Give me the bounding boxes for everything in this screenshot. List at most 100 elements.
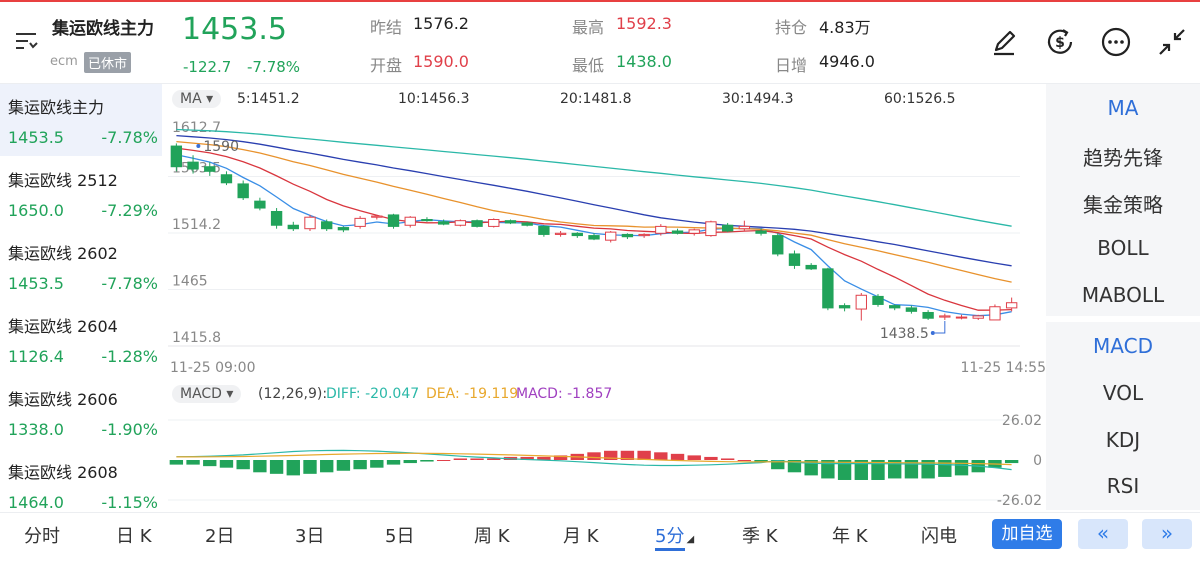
tab-monthly-k[interactable]: 月 K <box>563 526 599 547</box>
contract-price: 1453.5 <box>8 274 64 293</box>
ma-selector-button[interactable]: MA ▾ <box>172 90 222 108</box>
currency-icon[interactable]: $ <box>1044 26 1076 58</box>
candle <box>922 310 934 320</box>
macd-bar <box>888 460 902 479</box>
macd-bar <box>320 460 334 473</box>
main-indicator-panel <box>1046 84 1200 316</box>
price-tick-label: 1612.7 <box>172 120 221 136</box>
next-contract-button[interactable]: » <box>1142 519 1192 549</box>
indicator-maboll[interactable]: MABOLL <box>1081 283 1165 307</box>
low-marker-dot <box>930 330 935 335</box>
indicator-jijin-strategy[interactable]: 集金策略 <box>1083 193 1163 217</box>
header-divider <box>0 83 1200 84</box>
candle-body <box>671 230 684 234</box>
indicator-kdj[interactable]: KDJ <box>1105 428 1141 452</box>
end-time-label: 11-25 14:55 <box>961 360 1046 374</box>
status-badge: 已休市 <box>84 52 132 73</box>
candle-body <box>772 235 784 255</box>
tab-weekly-k[interactable]: 周 K <box>474 526 510 547</box>
price-tick-label: 1465 <box>172 274 208 290</box>
indicator-macd[interactable]: MACD <box>1093 334 1153 358</box>
tab-5min[interactable]: 5分 ◢ <box>655 526 695 547</box>
contract-name: 集运欧线 2606 <box>8 390 118 409</box>
candle <box>772 233 784 257</box>
contract-item-main[interactable]: 集运欧线主力 1453.5 -7.78% <box>0 84 162 156</box>
tab-timeshare[interactable]: 分时 <box>24 526 60 547</box>
contract-item-2608[interactable]: 集运欧线 2608 1464.0 -1.15% <box>0 449 162 521</box>
candle-body <box>588 235 600 240</box>
candle <box>521 221 533 227</box>
add-watchlist-button[interactable]: 加自选 <box>992 519 1062 549</box>
indicator-trend-pioneer[interactable]: 趋势先锋 <box>1083 146 1163 170</box>
collapse-icon[interactable] <box>1156 26 1188 58</box>
candle <box>955 314 968 320</box>
candle <box>972 314 984 320</box>
high-marker-dot <box>196 144 201 149</box>
contract-price: 1650.0 <box>8 201 64 220</box>
ma20-legend: 20:1481.8 <box>560 91 632 107</box>
candle <box>905 305 918 314</box>
more-icon[interactable] <box>1100 26 1132 58</box>
macd-axis-zero-label: 0 <box>1033 453 1042 469</box>
candle-body <box>554 232 567 235</box>
ma10-line <box>176 147 1012 311</box>
candle <box>805 263 817 271</box>
candle <box>872 294 884 307</box>
candlestick-chart[interactable]: 1612.71563.51514.214651415.815901438.511… <box>168 112 1046 374</box>
candle-body <box>220 174 233 184</box>
contract-percent: -1.28% <box>101 347 158 366</box>
macd-bar <box>520 456 534 460</box>
menu-sort-icon[interactable] <box>14 30 40 52</box>
candle-body <box>187 161 199 170</box>
contract-percent: -7.78% <box>101 274 158 293</box>
macd-selector-button[interactable]: MACD ▾ <box>172 385 242 403</box>
macd-bar <box>453 458 468 460</box>
pen-icon[interactable] <box>988 26 1020 58</box>
tab-quarterly-k[interactable]: 季 K <box>742 526 778 547</box>
candle <box>939 313 951 320</box>
quote-label-open-interest: 持仓 <box>775 18 808 37</box>
tab-daily-k[interactable]: 日 K <box>116 526 152 547</box>
candle-body <box>421 219 433 222</box>
candle <box>421 217 433 222</box>
tab-2day[interactable]: 2日 <box>205 526 235 547</box>
macd-bar <box>754 460 768 462</box>
indicator-ma[interactable]: MA <box>1107 96 1139 120</box>
macd-bar <box>236 460 250 470</box>
macd-diff: DIFF: -20.047 <box>326 386 420 402</box>
candle <box>170 143 183 172</box>
candle <box>254 197 266 211</box>
tab-lightning[interactable]: 闪电 <box>921 526 957 547</box>
macd-bar <box>303 460 317 474</box>
contract-item-2602[interactable]: 集运欧线 2602 1453.5 -7.78% <box>0 230 162 302</box>
macd-bar <box>587 452 601 460</box>
contract-title: 集运欧线主力 <box>52 19 154 39</box>
candle <box>187 155 199 174</box>
contract-item-2606[interactable]: 集运欧线 2606 1338.0 -1.90% <box>0 376 162 448</box>
indicator-vol[interactable]: VOL <box>1102 381 1144 405</box>
indicator-boll[interactable]: BOLL <box>1097 236 1149 260</box>
indicator-rsi[interactable]: RSI <box>1106 474 1140 498</box>
candle-body <box>755 230 767 234</box>
contract-item-2604[interactable]: 集运欧线 2604 1126.4 -1.28% <box>0 303 162 375</box>
macd-dea-line <box>176 452 1012 466</box>
candle <box>554 230 567 237</box>
candle-body <box>337 227 350 231</box>
candle <box>688 228 700 236</box>
ma5-legend: 5:1451.2 <box>237 91 300 107</box>
candle <box>237 180 249 201</box>
candle-body <box>922 311 934 319</box>
macd-chart[interactable]: 26.02 0 -26.02 <box>168 408 1046 510</box>
quote-value-open: 1590.0 <box>413 52 469 71</box>
candle <box>571 232 583 238</box>
tab-3day[interactable]: 3日 <box>295 526 325 547</box>
sub-indicator-panel <box>1046 322 1200 510</box>
candle-body <box>788 253 801 266</box>
prev-contract-button[interactable]: « <box>1078 519 1128 549</box>
tab-5day[interactable]: 5日 <box>385 526 415 547</box>
candle-body <box>872 295 884 305</box>
start-time-label: 11-25 09:00 <box>170 360 255 374</box>
tab-yearly-k[interactable]: 年 K <box>832 526 868 547</box>
candle-body <box>321 221 333 230</box>
contract-item-2512[interactable]: 集运欧线 2512 1650.0 -7.29% <box>0 157 162 229</box>
